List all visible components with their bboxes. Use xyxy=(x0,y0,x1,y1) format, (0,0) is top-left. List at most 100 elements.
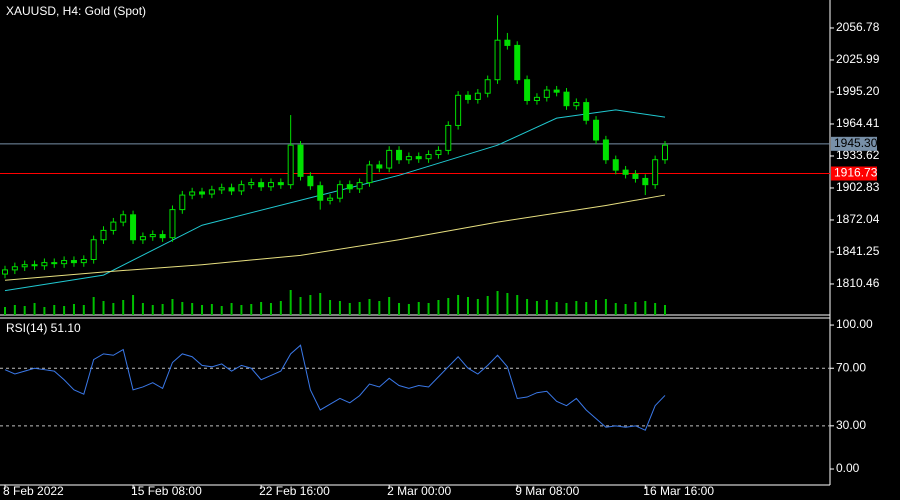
volume-bar xyxy=(329,300,332,315)
volume-bar xyxy=(141,303,144,315)
candle-body xyxy=(149,234,156,238)
y-tick-label: 1995.20 xyxy=(836,84,880,98)
candle-body xyxy=(228,187,235,192)
candle-body xyxy=(159,234,166,239)
candle-body xyxy=(199,191,206,195)
y-tick-label: 1872.04 xyxy=(836,212,880,226)
chart-title: XAUUSD, H4: Gold (Spot) xyxy=(6,4,146,18)
candle-body xyxy=(2,269,8,275)
price-label: 1916.73 xyxy=(834,166,878,180)
volume-bar xyxy=(368,299,371,315)
candle-body xyxy=(307,175,314,187)
volume-bar xyxy=(486,296,489,315)
price-label: 1945.30 xyxy=(834,136,878,150)
candle-body xyxy=(90,239,97,261)
volume-bar xyxy=(466,297,469,315)
candle-body xyxy=(317,185,324,201)
volume-bar xyxy=(279,301,282,315)
candle-body xyxy=(277,182,284,186)
volume-bar xyxy=(132,295,135,315)
candle-body xyxy=(464,94,471,100)
candle-body xyxy=(61,260,68,265)
x-tick-label: 15 Feb 08:00 xyxy=(131,484,202,498)
volume-bar xyxy=(417,302,420,315)
volume-bar xyxy=(4,307,6,315)
candle-body xyxy=(602,139,609,161)
volume-bar xyxy=(33,303,36,315)
moving-average xyxy=(4,194,666,281)
volume-bar xyxy=(161,304,164,315)
volume-bar xyxy=(250,304,253,315)
candle-body xyxy=(169,209,176,239)
y-tick-label: 1810.46 xyxy=(836,276,880,290)
candle-body xyxy=(366,164,373,184)
candle-body xyxy=(287,144,294,186)
volume-bar xyxy=(634,302,637,315)
volume-bar xyxy=(604,299,607,315)
volume-bar xyxy=(476,299,479,315)
candle-body xyxy=(455,94,462,126)
candle-body xyxy=(504,39,511,46)
candle-body xyxy=(238,184,245,192)
volume-bar xyxy=(13,305,16,315)
candle-body xyxy=(662,144,668,161)
volume-bar xyxy=(269,303,272,315)
volume-bar xyxy=(388,297,391,315)
candle-body xyxy=(189,191,196,196)
volume-bar xyxy=(437,300,440,315)
volume-bar xyxy=(171,299,174,315)
volume-bar xyxy=(447,298,450,315)
candle-body xyxy=(336,184,343,199)
x-tick-label: 2 Mar 00:00 xyxy=(387,484,451,498)
rsi-line xyxy=(4,344,666,431)
candle-body xyxy=(21,264,28,268)
candle-body xyxy=(218,187,225,191)
y-tick-label: 2025.99 xyxy=(836,52,880,66)
candle-body xyxy=(425,154,432,160)
volume-bar xyxy=(112,303,115,315)
candle-body xyxy=(543,89,550,98)
candle-body xyxy=(346,184,353,190)
volume-bar xyxy=(191,303,194,315)
candle-body xyxy=(642,177,649,186)
volume-bar xyxy=(526,299,529,315)
candle-body xyxy=(612,159,619,171)
volume-bar xyxy=(535,301,538,315)
y-tick-label: 1841.25 xyxy=(836,244,880,258)
volume-bar xyxy=(516,295,519,315)
candle-body xyxy=(445,124,452,151)
volume-bar xyxy=(654,303,657,315)
candle-body xyxy=(11,266,18,271)
candle-body xyxy=(179,194,186,211)
volume-bar xyxy=(358,302,361,315)
volume-bar xyxy=(427,303,430,315)
candle-body xyxy=(583,102,590,121)
candle-body xyxy=(376,164,383,169)
candle-body xyxy=(139,236,146,241)
candle-body xyxy=(415,156,422,160)
volume-bar xyxy=(82,305,85,315)
y-tick-label: 2056.78 xyxy=(836,20,880,34)
volume-bar xyxy=(319,293,322,315)
candle-body xyxy=(474,92,481,100)
volume-bar xyxy=(555,302,558,315)
candle-body xyxy=(258,182,265,188)
candle-body xyxy=(31,264,38,267)
price-label-box xyxy=(831,166,877,181)
volume-bar xyxy=(348,303,351,315)
volume-bar xyxy=(309,295,312,315)
x-tick-label: 8 Feb 2022 xyxy=(3,484,64,498)
volume-bar xyxy=(398,303,401,315)
candle-body xyxy=(405,156,412,161)
candle-body xyxy=(494,39,501,81)
x-tick-label: 16 Mar 16:00 xyxy=(643,484,714,498)
candle-body xyxy=(356,182,363,190)
candle-body xyxy=(208,189,215,195)
candle-body xyxy=(533,96,540,101)
volume-bar xyxy=(72,304,75,315)
x-tick-label: 22 Feb 16:00 xyxy=(259,484,330,498)
y-tick-label: 1964.41 xyxy=(836,116,880,130)
volume-bar xyxy=(201,305,204,315)
